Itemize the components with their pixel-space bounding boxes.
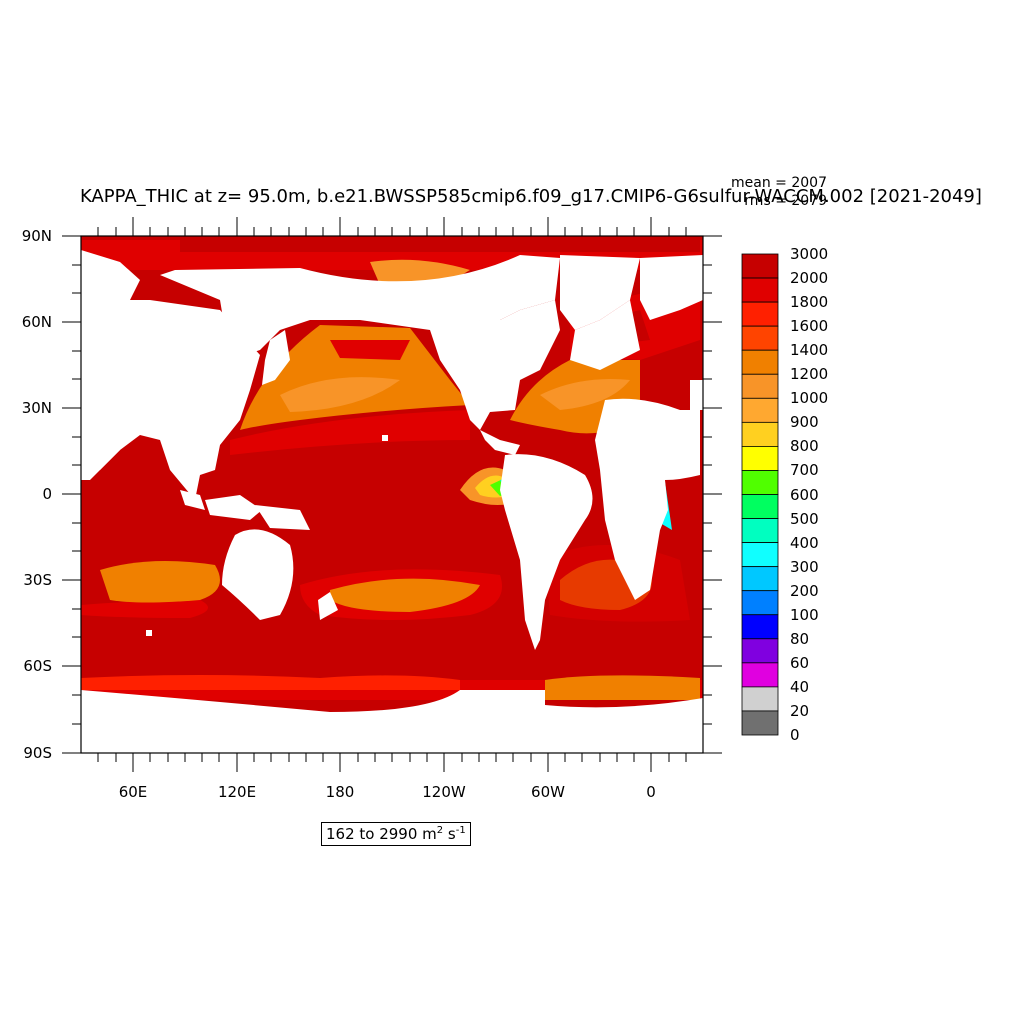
unit-exponent-2: -1 — [455, 825, 466, 836]
rms-stat: rms = 2079 — [744, 193, 827, 209]
colorbar-swatch — [741, 373, 779, 399]
lon-label: 60E — [118, 783, 148, 801]
lat-label: 30N — [21, 399, 52, 417]
colorbar-label: 0 — [790, 726, 800, 744]
lat-label: 60N — [21, 313, 52, 331]
lon-label: 60W — [531, 783, 565, 801]
colorbar-label: 1800 — [790, 293, 829, 312]
colorbar-label: 60 — [790, 653, 810, 672]
colorbar-label: 600 — [790, 485, 819, 504]
colorbar-label: 40 — [790, 677, 810, 696]
colorbar-swatch — [741, 710, 779, 736]
lon-ticks — [97, 217, 687, 772]
colorbar-label: 1000 — [790, 389, 829, 408]
lat-ticks — [62, 235, 722, 754]
lat-label: 90S — [23, 744, 52, 762]
colorbar-label: 300 — [790, 557, 819, 576]
colorbar-label: 20 — [790, 701, 810, 720]
range-label: 162 to 2990 m2 s-1 — [321, 822, 471, 846]
lat-label: 90N — [21, 227, 52, 245]
colorbar-label: 900 — [790, 413, 819, 432]
colorbar-swatch — [741, 494, 779, 519]
lon-label: 120W — [422, 783, 466, 801]
colorbar-label: 400 — [790, 533, 819, 552]
colorbar-swatch — [741, 421, 779, 447]
colorbar — [741, 253, 779, 736]
colorbar-label: 100 — [790, 605, 819, 624]
ocean-field — [81, 236, 703, 753]
colorbar-swatch — [741, 542, 779, 568]
colorbar-swatch — [741, 518, 779, 543]
colorbar-label: 700 — [790, 461, 819, 480]
mean-stat: mean = 2007 — [731, 175, 827, 191]
lon-label: 180 — [325, 783, 355, 801]
colorbar-swatch — [741, 638, 779, 664]
unit-exponent-1: 2 — [436, 825, 444, 836]
colorbar-label: 1600 — [790, 317, 829, 336]
colorbar-label: 200 — [790, 581, 819, 600]
land-masses — [81, 250, 703, 753]
lat-label: 30S — [23, 571, 52, 589]
lat-label: 60S — [23, 657, 52, 675]
colorbar-swatch — [741, 349, 779, 375]
colorbar-label: 80 — [790, 629, 810, 648]
range-unit: s — [443, 825, 456, 843]
colorbar-label: 500 — [790, 509, 819, 528]
colorbar-label: 3000 — [790, 245, 829, 263]
weddell-field — [545, 675, 700, 700]
colorbar-label: 1400 — [790, 341, 829, 360]
south-pacific-field — [330, 578, 480, 612]
colorbar-swatch — [741, 253, 779, 279]
colorbar-swatch — [741, 662, 779, 688]
lon-label: 0 — [646, 783, 656, 801]
colorbar-swatch — [741, 397, 779, 423]
lon-label: 120E — [217, 783, 257, 801]
colorbar-swatch — [741, 445, 779, 471]
colorbar-label: 800 — [790, 437, 819, 456]
south-indian-field — [100, 561, 220, 603]
colorbar-swatch — [741, 566, 779, 592]
colorbar-label: 2000 — [790, 269, 829, 288]
chart-title: KAPPA_THIC at z= 95.0m, b.e21.BWSSP585cm… — [80, 186, 982, 207]
range-text: 162 to 2990 m — [326, 825, 437, 843]
colorbar-swatch — [741, 325, 779, 351]
colorbar-swatch — [741, 686, 779, 712]
colorbar-swatch — [741, 277, 779, 303]
colorbar-swatch — [741, 590, 779, 616]
colorbar-swatch — [741, 614, 779, 640]
colorbar-swatch — [741, 470, 779, 495]
colorbar-label: 1200 — [790, 365, 829, 384]
lat-label: 0 — [42, 485, 52, 503]
colorbar-swatch — [741, 301, 779, 327]
